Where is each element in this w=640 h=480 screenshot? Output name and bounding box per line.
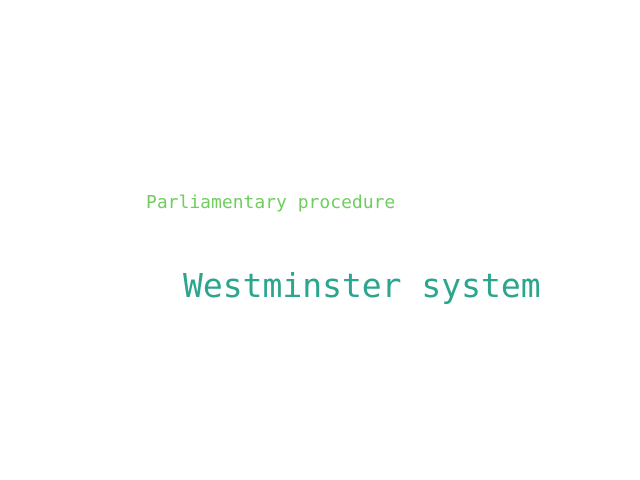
word-westminster-system: Westminster system — [183, 266, 541, 305]
word-parliamentary-procedure: Parliamentary procedure — [146, 192, 396, 213]
